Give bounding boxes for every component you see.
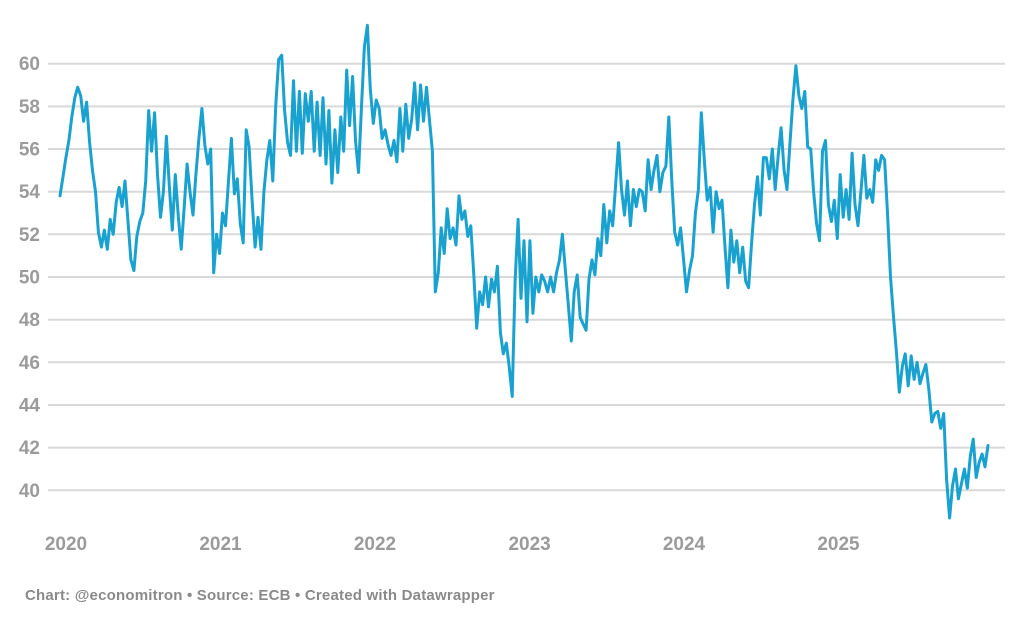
chart-footer: Chart: @economitron • Source: ECB • Crea…	[25, 587, 495, 604]
y-axis-tick-label: 52	[19, 225, 40, 246]
x-axis-tick-label: 2021	[199, 534, 242, 555]
x-axis-tick-label: 2025	[817, 534, 860, 555]
y-axis-tick-label: 42	[19, 438, 40, 459]
y-axis-tick-label: 48	[19, 310, 40, 331]
y-axis-tick-label: 40	[19, 481, 40, 502]
y-axis-tick-label: 60	[19, 54, 40, 75]
x-axis-tick-label: 2022	[354, 534, 396, 555]
y-axis-tick-label: 56	[19, 140, 40, 161]
y-axis-tick-label: 50	[19, 268, 40, 289]
x-axis-tick-label: 2024	[663, 534, 706, 555]
series-line[interactable]	[58, 23, 990, 520]
y-axis-tick-label: 44	[19, 396, 41, 417]
y-axis-tick-label: 46	[19, 353, 40, 374]
x-axis-tick-label: 2023	[508, 534, 550, 555]
y-axis-tick-label: 54	[19, 182, 41, 203]
y-axis-tick-label: 58	[19, 97, 40, 118]
x-axis-tick-label: 2020	[45, 534, 87, 555]
